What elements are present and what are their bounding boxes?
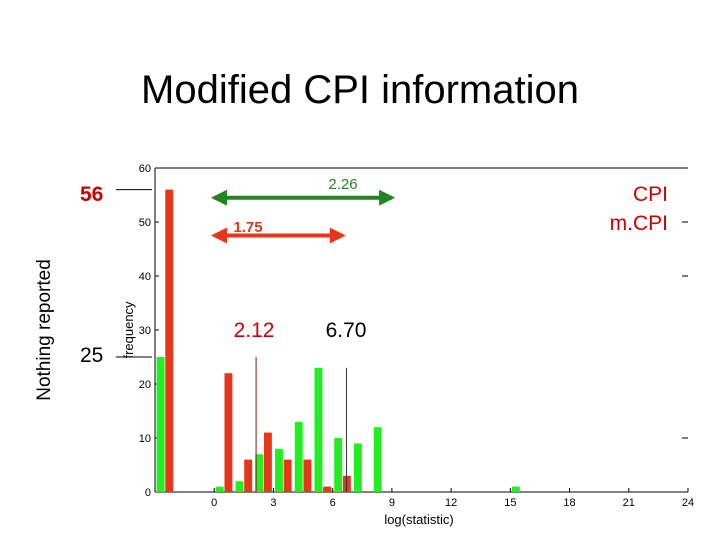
x-tick-label: 18 <box>563 497 575 509</box>
x-tick-label: 6 <box>330 497 336 509</box>
cpi-bar <box>303 459 312 492</box>
slide-title: Modified CPI information <box>141 68 579 112</box>
mcpi-bar <box>314 367 323 492</box>
x-tick-label: 9 <box>389 497 395 509</box>
mcpi-bar <box>373 427 382 492</box>
x-tick-label: 24 <box>682 497 694 509</box>
mcpi-bar <box>255 454 264 492</box>
cpi-bar <box>165 189 174 492</box>
mcpi-bar <box>511 486 520 492</box>
x-tick-label: 3 <box>270 497 276 509</box>
mcpi-bar <box>353 443 362 492</box>
y-tick-label: 10 <box>139 433 151 445</box>
mcpi-bar <box>294 421 303 492</box>
cpi-bar <box>263 432 272 492</box>
red-range-label: 1.75 <box>233 219 262 236</box>
y-tick-label: 50 <box>139 217 151 229</box>
y-axis-label: frequency <box>121 301 136 359</box>
nothing-cpi-label: 56 <box>80 183 103 206</box>
mcpi-median-label: 6.70 <box>326 319 367 342</box>
y-tick-label: 0 <box>145 487 151 499</box>
mcpi-bar <box>235 481 244 492</box>
x-tick-label: 12 <box>445 497 457 509</box>
cpi-bar <box>323 486 332 492</box>
legend-entry-cpi: CPI <box>633 183 668 206</box>
y-tick-label: 20 <box>139 379 151 391</box>
mcpi-bar <box>334 438 343 492</box>
mcpi-bar <box>156 357 165 492</box>
cpi-bar <box>283 459 292 492</box>
green-range-label: 2.26 <box>328 176 357 193</box>
cpi-bar <box>244 459 253 492</box>
mcpi-bar <box>275 448 283 492</box>
y-tick-label: 30 <box>139 325 151 337</box>
cpi-median-label: 2.12 <box>234 319 275 342</box>
y-tick-label: 60 <box>139 163 151 175</box>
x-tick-label: 21 <box>623 497 635 509</box>
x-tick-label: 0 <box>211 497 217 509</box>
x-axis-label: log(statistic) <box>384 512 453 527</box>
x-tick-label: 15 <box>504 497 516 509</box>
nothing-reported-label: Nothing reported <box>34 259 55 401</box>
y-tick-label: 40 <box>139 271 151 283</box>
mcpi-bar <box>215 486 224 492</box>
cpi-bar <box>224 373 233 492</box>
legend-entry-mcpi: m.CPI <box>610 212 668 235</box>
nothing-mcpi-label: 25 <box>80 344 103 367</box>
